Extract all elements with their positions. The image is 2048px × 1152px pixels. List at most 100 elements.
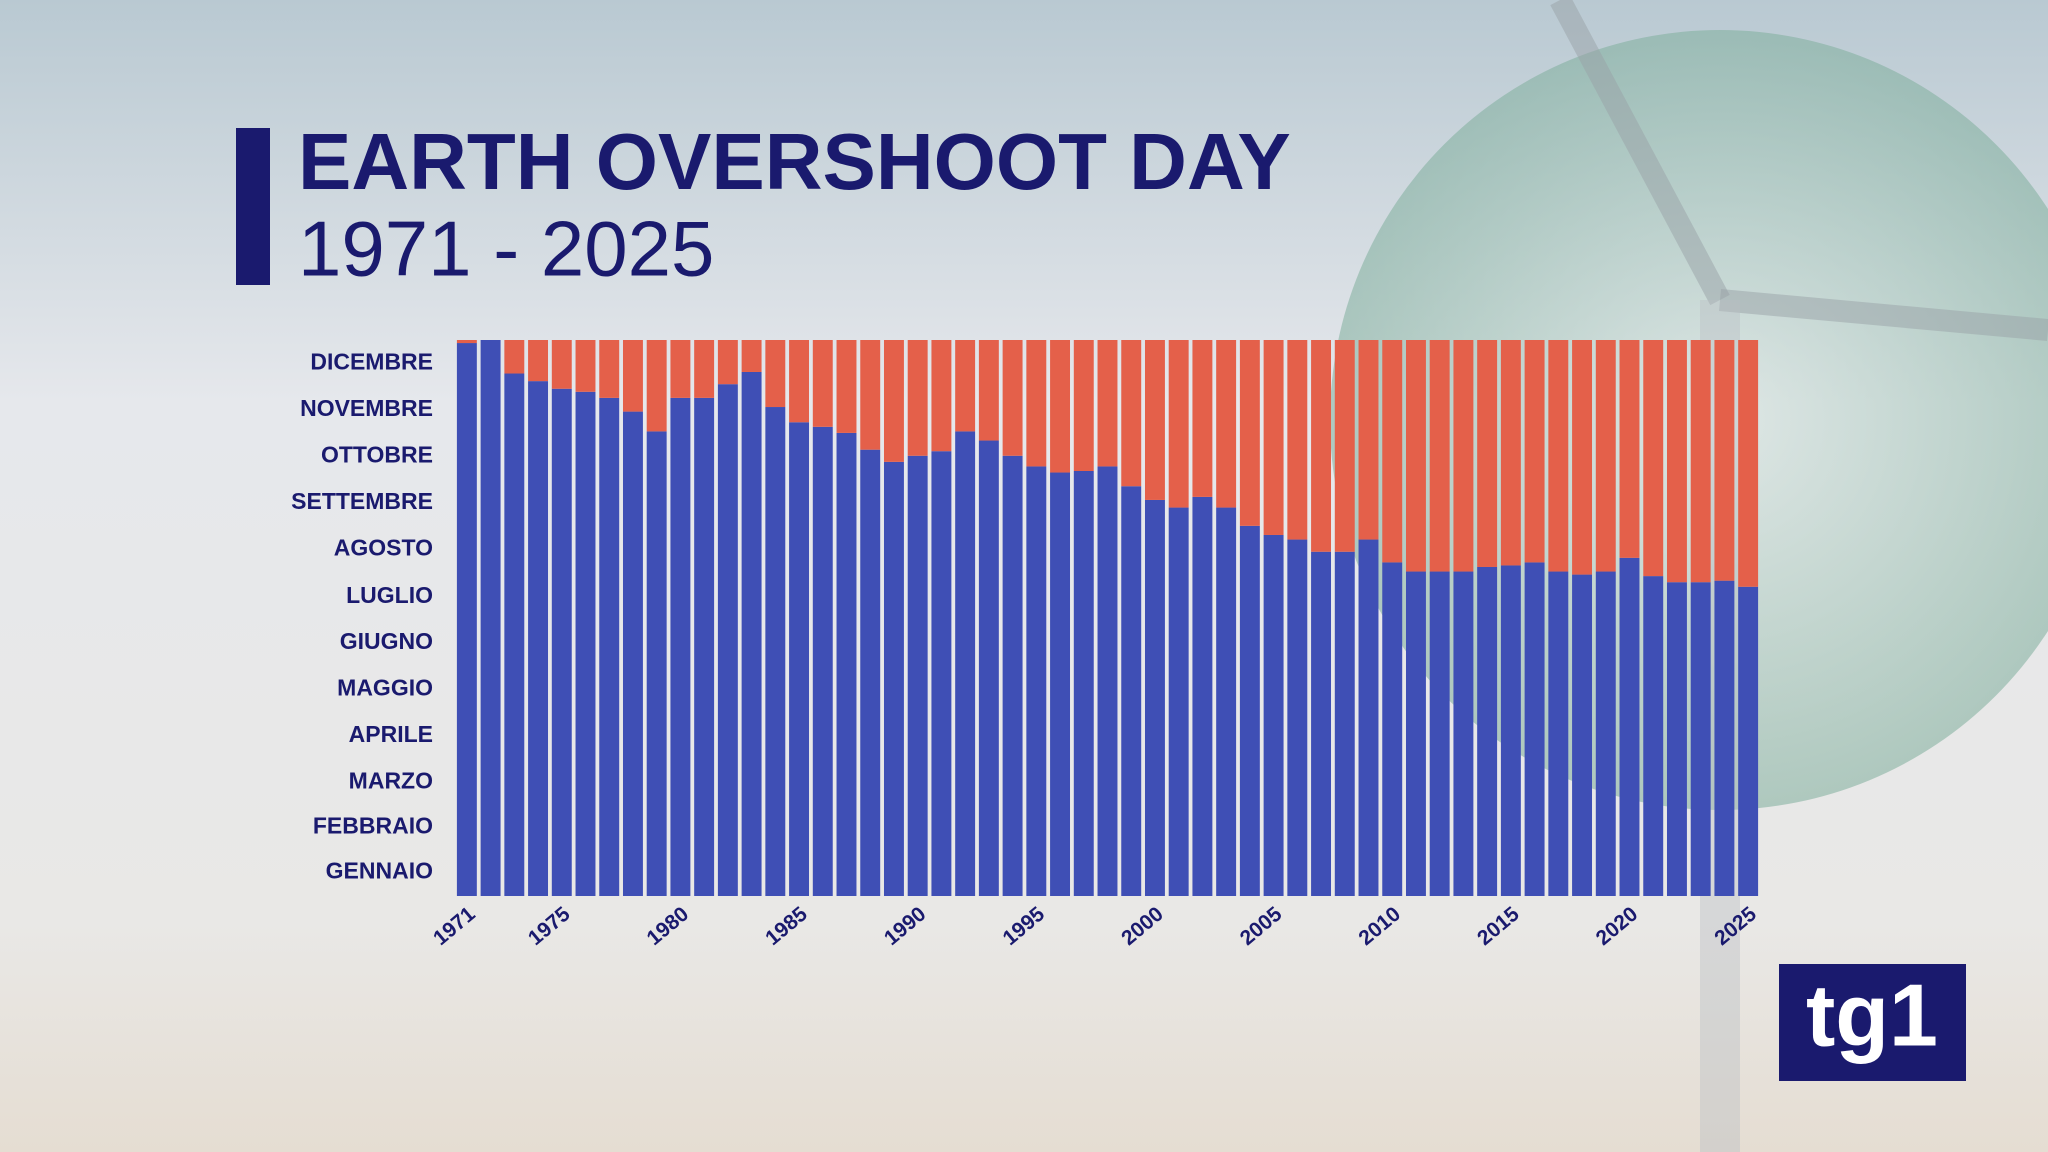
bar-segment <box>1050 472 1071 896</box>
y-tick-label: AGOSTO <box>334 535 433 561</box>
y-tick-label: MARZO <box>349 768 433 794</box>
bar-segment <box>1524 562 1545 896</box>
bar-segment <box>1405 340 1426 572</box>
bar-segment <box>836 340 857 433</box>
bar-segment <box>1643 340 1664 577</box>
bar-segment <box>1643 576 1664 896</box>
y-tick-label: NOVEMBRE <box>300 395 433 421</box>
bar-segment <box>1405 571 1426 896</box>
bar-segment <box>1619 557 1640 896</box>
bar-segment <box>1714 580 1735 896</box>
bar-segment <box>741 340 762 372</box>
turbine-decoration <box>1550 0 1730 306</box>
bar-segment <box>883 340 904 462</box>
bar-segment <box>1192 340 1213 497</box>
bar-segment <box>1572 340 1593 575</box>
bar-segment <box>528 340 549 382</box>
bar-segment <box>1334 551 1355 896</box>
bar-segment <box>1500 340 1521 566</box>
bar-segment <box>1524 340 1545 563</box>
bar-segment <box>907 455 928 896</box>
bar-segment <box>931 340 952 452</box>
bar-segment <box>1026 466 1047 896</box>
bar-segment <box>551 340 572 389</box>
bar-segment <box>480 340 501 896</box>
bar-segment <box>1572 574 1593 896</box>
bar-segment <box>1073 340 1094 472</box>
y-tick-label: FEBBRAIO <box>313 813 433 839</box>
bar-segment <box>1216 340 1237 508</box>
bar-segment <box>646 431 667 896</box>
title-bar <box>236 128 270 285</box>
bar-segment <box>1002 455 1023 896</box>
turbine-decoration <box>1718 289 2048 341</box>
bar-segment <box>646 340 667 432</box>
bar-segment <box>1168 507 1189 896</box>
bar-segment <box>1738 586 1759 896</box>
bar-segment <box>1619 340 1640 558</box>
chart-title: EARTH OVERSHOOT DAY <box>298 117 1291 206</box>
bar-segment <box>1690 340 1711 583</box>
bar-segment <box>1263 340 1284 535</box>
y-tick-label: SETTEMBRE <box>291 488 433 514</box>
bar-segment <box>1216 507 1237 896</box>
bar-segment <box>789 340 810 423</box>
bar-segment <box>812 340 833 427</box>
bar-segment <box>1429 340 1450 572</box>
bar-segment <box>1097 340 1118 467</box>
bar-segment <box>789 422 810 896</box>
bar-segment <box>1097 466 1118 896</box>
bar-segment <box>1382 340 1403 563</box>
bar-segment <box>599 397 620 896</box>
bar-segment <box>1144 340 1165 500</box>
bar-segment <box>765 407 786 896</box>
y-tick-label: APRILE <box>349 721 433 747</box>
bar-segment <box>1287 539 1308 896</box>
logo: tg1 <box>1806 965 1938 1064</box>
bar-segment <box>978 440 999 896</box>
bar-segment <box>717 340 738 385</box>
bar-segment <box>599 340 620 398</box>
bar-segment <box>717 384 738 896</box>
bar-segment <box>1738 340 1759 587</box>
bar-segment <box>575 391 596 896</box>
bar-segment <box>1002 340 1023 456</box>
bar-segment <box>1026 340 1047 467</box>
bar-segment <box>670 397 691 896</box>
y-tick-label: GIUGNO <box>340 628 433 654</box>
bar-segment <box>1453 340 1474 572</box>
y-tick-label: OTTOBRE <box>321 442 433 468</box>
bar-segment <box>1334 340 1355 552</box>
bar-segment <box>765 340 786 408</box>
bar-segment <box>741 371 762 897</box>
bar-segment <box>1548 340 1569 572</box>
bar-segment <box>456 340 477 344</box>
logo-box <box>1779 964 1966 1081</box>
bar-segment <box>955 431 976 896</box>
bar-segment <box>1073 471 1094 896</box>
bar-segment <box>670 340 691 398</box>
bar-segment <box>1382 562 1403 896</box>
bar-segment <box>1358 539 1379 896</box>
bar-segment <box>836 432 857 896</box>
bar-segment <box>694 397 715 896</box>
bar-segment <box>1477 566 1498 896</box>
bar-segment <box>860 340 881 450</box>
bar-segment <box>1429 571 1450 896</box>
bar-segment <box>575 340 596 392</box>
bar-segment <box>978 340 999 441</box>
bar-segment <box>1311 340 1332 552</box>
bar-segment <box>1121 340 1142 487</box>
bar-segment <box>504 373 525 896</box>
bar-segment <box>551 388 572 896</box>
bar-segment <box>955 340 976 432</box>
bar-segment <box>1666 582 1687 896</box>
bar-segment <box>883 461 904 896</box>
bar-segment <box>504 340 525 374</box>
bar-segment <box>1050 340 1071 473</box>
bar-segment <box>1311 551 1332 896</box>
bar-segment <box>456 343 477 896</box>
bar-segment <box>528 381 549 896</box>
bar-segment <box>907 340 928 456</box>
